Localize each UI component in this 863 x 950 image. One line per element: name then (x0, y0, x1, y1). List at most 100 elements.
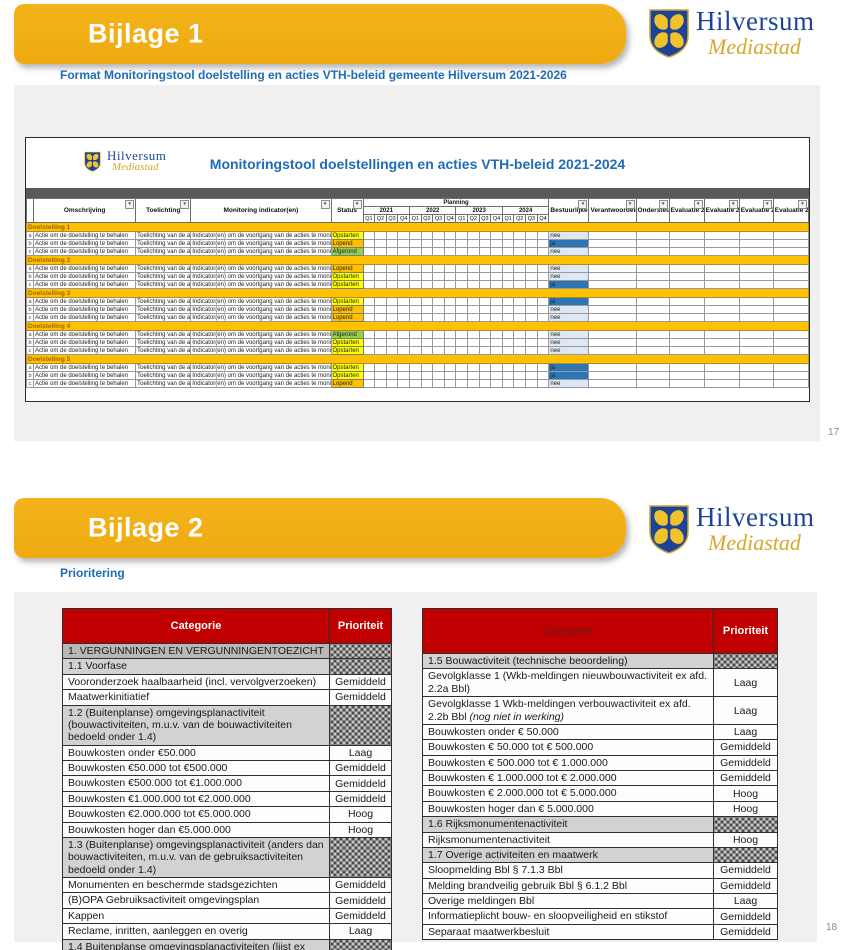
extra-cell (772, 330, 810, 339)
toelichting-cell: Toelichting van de actie (135, 379, 192, 388)
priority-row: Monumenten en beschermde stadsgezichten G… (62, 876, 392, 894)
category-cell: Gevolgklasse 1 Wkb-meldingen verbouwacti… (422, 696, 714, 725)
status-cell: Opstarten (330, 297, 364, 306)
extra-cell (703, 264, 740, 273)
quarter-cell (490, 247, 503, 256)
quarter-cell (420, 313, 434, 322)
extra-cell (772, 338, 810, 347)
omschrijving-cell: Actie om de doelstelling te behalen (32, 247, 137, 256)
priority-row: Bouwkosten € 500.000 tot € 1.000.000 Gemi… (422, 754, 778, 772)
status-cell: Opstarten (330, 363, 364, 372)
monitoring-cell: Indicator(en) om de voortgang van de act… (190, 346, 332, 355)
hilversum-shield-icon (649, 9, 689, 58)
priority-row: 1.7 Overige activiteiten en maatwerk (422, 846, 778, 864)
quarter-cell (374, 272, 387, 281)
quarter-cell (385, 231, 399, 240)
doelstelling-band-row: Doelstelling 4 (26, 321, 809, 331)
category-cell: Monumenten en beschermde stadsgezichten (62, 876, 330, 894)
monitoring-col-header: Evaluatie 2021▾ (668, 198, 705, 223)
quarter-cell (443, 305, 457, 314)
quarter-cell (362, 338, 376, 347)
priority-cell: Laag (713, 892, 778, 910)
category-cell: Bouwkosten €500.000 tot €1.000.000 (62, 775, 330, 792)
extra-cell (703, 239, 740, 248)
quarter-cell (397, 338, 410, 347)
row-letter: a (26, 330, 34, 339)
extra-cell (668, 247, 705, 256)
monitoring-row: c Actie om de doelstelling te behalen Toel… (26, 313, 810, 322)
quarter-cell (455, 338, 469, 347)
priority-cell (713, 652, 778, 670)
row-letter: c (26, 379, 34, 388)
quarter-cell (385, 247, 399, 256)
quarter-cell (478, 330, 492, 339)
status-cell: Opstarten (330, 371, 364, 380)
extra-cell (668, 231, 705, 240)
monitoring-row: a Actie om de doelstelling te behalen Toel… (26, 231, 810, 240)
quarter-cell (455, 379, 469, 388)
status-cell: Opstarten (330, 338, 364, 347)
monitoring-cell: Indicator(en) om de voortgang van de act… (190, 371, 332, 380)
quarter-cell (455, 280, 469, 289)
priority-cell: Gemiddeld (713, 862, 778, 879)
status-cell: Lopend (330, 305, 364, 314)
extra-cell (738, 305, 774, 314)
quarter-cell (478, 338, 492, 347)
doelstelling-band-row: Doelstelling 3 (26, 288, 809, 298)
priority-cell (329, 836, 392, 879)
quarter-cell (443, 338, 457, 347)
toelichting-cell: Toelichting van de actie (135, 346, 192, 355)
monitoring-row: b Actie om de doelstelling te behalen Toel… (26, 272, 810, 281)
priority-cell: Gemiddeld (329, 907, 392, 925)
category-cell: Bouwkosten €50.000 tot €500.000 (62, 759, 330, 777)
toelichting-cell: Toelichting van de actie (135, 280, 192, 289)
status-cell: Lopend (330, 379, 364, 388)
priority-cell: Gemiddeld (713, 923, 778, 941)
extra-cell (703, 371, 740, 380)
extra-cell (772, 305, 810, 314)
quarter-cell (513, 346, 527, 355)
quarter-cell (420, 379, 434, 388)
category-cell: 1.7 Overige activiteiten en maatwerk (422, 846, 714, 864)
priority-cell (329, 704, 392, 746)
extra-cell (703, 346, 740, 355)
row-letter: a (26, 264, 34, 273)
priority-table-header: Categorie (422, 608, 714, 654)
monitoring-col-header: Evaluatie 2022▾ (703, 198, 740, 223)
extra-cell (738, 330, 774, 339)
extra-cell (703, 231, 740, 240)
quarter-cell (374, 330, 387, 339)
quarter-cell (432, 247, 445, 256)
sheet-logo: Hilversum Mediastad (84, 149, 166, 173)
quarter-cell (536, 305, 550, 314)
quarter-cell (467, 363, 480, 372)
quarter-cell (455, 330, 469, 339)
quarter-cell (374, 247, 387, 256)
quarter-cell (455, 264, 469, 273)
priority-row: Maatwerkinitiatief Gemiddeld (62, 689, 392, 706)
priority-cell: Gemiddeld (329, 790, 392, 808)
omschrijving-cell: Actie om de doelstelling te behalen (32, 379, 137, 388)
priority-cell (329, 642, 392, 660)
extra-cell (635, 280, 670, 289)
quarter-cell (478, 239, 492, 248)
quarter-cell (397, 346, 410, 355)
quarter-cell (397, 313, 410, 322)
quarter-cell (455, 297, 469, 306)
quarter-cell (536, 247, 550, 256)
category-cell: Kappen (62, 907, 330, 925)
priority-cell: Hoog (713, 800, 778, 818)
quarter-cell (362, 313, 376, 322)
quarter-cell (397, 231, 410, 240)
priority-table-header: Prioriteit (713, 608, 778, 654)
quarter-cell (420, 247, 434, 256)
keuze-cell: ja (548, 371, 590, 380)
quarter-cell (420, 363, 434, 372)
omschrijving-cell: Actie om de doelstelling te behalen (32, 264, 137, 273)
quarter-cell (374, 280, 387, 289)
extra-cell (772, 272, 810, 281)
priority-row: 1.3 (Buitenplanse) omgevingsplanactivite… (62, 836, 392, 879)
priority-row: 1.4 Buitenplanse omgevingsplanactiviteit… (62, 938, 392, 950)
quarter-cell (455, 305, 469, 314)
monitoring-cell: Indicator(en) om de voortgang van de act… (190, 231, 332, 240)
